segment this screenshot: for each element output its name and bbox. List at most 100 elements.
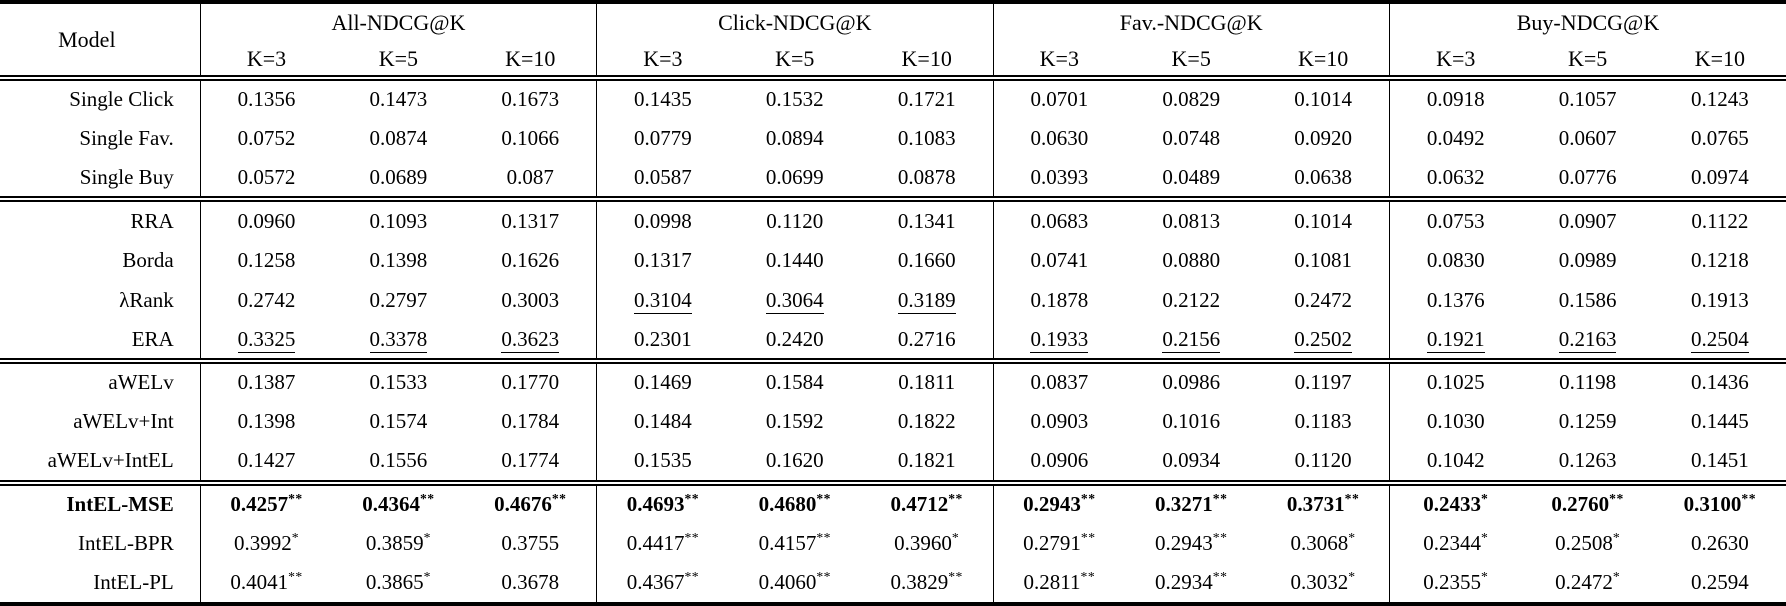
cell-value: 0.3859 <box>365 530 424 555</box>
cell-value: 0.4367 <box>626 570 685 595</box>
value-cell: 0.1317 <box>464 199 596 239</box>
value-cell: 0.1586 <box>1522 280 1654 320</box>
cell-value: 0.0752 <box>237 126 296 151</box>
cell-value: 0.0638 <box>1294 165 1352 190</box>
cell-value: 0.0779 <box>634 126 692 151</box>
value-cell: 0.2716 <box>861 321 993 361</box>
significance-stars: ** <box>1080 569 1096 585</box>
cell-value: 0.0878 <box>897 165 956 190</box>
significance-stars: ** <box>288 569 303 585</box>
value-cell: 0.3992* <box>199 523 333 564</box>
value-cell: 0.4693** <box>596 482 729 524</box>
cell-value: 0.1259 <box>1558 409 1617 434</box>
cell-value: 0.1626 <box>501 247 560 272</box>
value-cell: 0.0830 <box>1388 239 1522 281</box>
value-cell: 0.1387 <box>199 361 333 402</box>
cell-value: 0.4060 <box>758 570 817 595</box>
value-cell: 0.1183 <box>1257 402 1389 442</box>
table-row: IntEL-BPR 0.3992* 0.3859* 0.3755 0.4417** 0.4… <box>0 523 1786 564</box>
table-block: RRA 0.0960 0.1093 0.1317 0.0998 0.1120 0.1341 0… <box>0 199 1786 362</box>
significance-stars: ** <box>948 569 963 585</box>
value-cell: 0.0906 <box>992 442 1126 483</box>
value-cell: 0.1721 <box>861 78 993 118</box>
cell-value: 0.1093 <box>369 208 428 233</box>
k-column-header: K=10 <box>1694 45 1745 71</box>
cell-value: 0.3271 <box>1155 491 1213 516</box>
k-column-header: K=3 <box>992 42 1126 78</box>
value-cell: 0.1122 <box>1654 199 1786 239</box>
cell-value: 0.2502 <box>1294 326 1352 353</box>
cell-value: 0.1258 <box>237 247 296 272</box>
table-row: aWELv+IntEL 0.1427 0.1556 0.1774 0.1535 0.162… <box>0 442 1786 483</box>
cell-value: 0.0776 <box>1558 165 1617 190</box>
value-cell: 0.1016 <box>1125 402 1257 442</box>
value-cell: 0.1878 <box>992 280 1126 321</box>
cell-value: 0.2301 <box>634 326 692 351</box>
cell-value: 0.1821 <box>897 448 956 473</box>
cell-value: 0.1183 <box>1294 409 1352 434</box>
value-cell: 0.1913 <box>1654 280 1786 320</box>
model-label: RRA <box>130 208 174 233</box>
cell-value: 0.0986 <box>1162 370 1221 395</box>
value-cell: 0.3865* <box>332 564 464 604</box>
cell-value: 0.1660 <box>897 247 956 272</box>
cell-value: 0.1081 <box>1294 247 1352 272</box>
cell-value: 0.1532 <box>765 87 824 112</box>
value-cell: 0.1259 <box>1522 402 1654 442</box>
value-cell: 0.0607 <box>1522 118 1654 158</box>
value-cell: 0.2630 <box>1654 523 1786 563</box>
cell-value: 0.1774 <box>501 448 560 473</box>
cell-value: 0.0906 <box>1030 448 1089 473</box>
value-cell: 0.0492 <box>1388 118 1522 159</box>
table-row: ERA 0.3325 0.3378 0.3623 0.2301 0.2420 0.2716 0… <box>0 320 1786 362</box>
cell-value: 0.0998 <box>634 208 692 233</box>
value-cell: 0.1263 <box>1522 442 1654 482</box>
cell-value: 0.1784 <box>501 409 560 434</box>
cell-value: 0.1533 <box>369 370 428 395</box>
significance-stars: ** <box>1609 490 1624 506</box>
value-cell: 0.1093 <box>332 199 464 239</box>
table-row: IntEL-PL 0.4041** 0.3865* 0.3678 0.4367** 0.4… <box>0 563 1786 604</box>
cell-value: 0.0393 <box>1030 165 1089 190</box>
value-cell: 0.0393 <box>992 158 1126 200</box>
cell-value: 0.1473 <box>369 87 428 112</box>
cell-value: 0.0689 <box>369 165 428 190</box>
cell-value: 0.3829 <box>890 570 949 595</box>
cell-value: 0.1025 <box>1426 370 1485 395</box>
cell-value: 0.4676 <box>494 491 552 516</box>
value-cell: 0.0894 <box>729 118 861 158</box>
value-cell: 0.1821 <box>861 442 993 482</box>
value-cell: 0.1341 <box>861 199 993 239</box>
cell-value: 0.0765 <box>1690 126 1749 151</box>
cell-value: 0.2344 <box>1423 530 1481 555</box>
cell-value: 0.1770 <box>501 370 560 395</box>
value-cell: 0.3755 <box>464 523 596 563</box>
cell-value: 0.2594 <box>1690 570 1749 595</box>
table-row: λRank 0.2742 0.2797 0.3003 0.3104 0.3064 0.318… <box>0 280 1786 321</box>
model-label: Single Fav. <box>79 126 174 151</box>
cell-value: 0.0587 <box>634 165 692 190</box>
value-cell: 0.3104 <box>596 280 729 321</box>
value-cell: 0.1066 <box>464 118 596 158</box>
value-cell: 0.0753 <box>1388 199 1522 240</box>
cell-value: 0.0974 <box>1690 165 1749 190</box>
cell-value: 0.0748 <box>1162 126 1221 151</box>
value-cell: 0.1198 <box>1522 361 1654 401</box>
cell-value: 0.3032 <box>1290 570 1349 595</box>
value-cell: 0.1042 <box>1388 442 1522 483</box>
table-row: Single Buy 0.0572 0.0689 0.087 0.0587 0.0699 0… <box>0 158 1786 200</box>
cell-value: 0.3378 <box>369 326 428 353</box>
cell-value: 0.2934 <box>1155 570 1213 595</box>
value-cell: 0.2433* <box>1388 482 1522 524</box>
cell-value: 0.0489 <box>1162 165 1221 190</box>
cell-value: 0.1030 <box>1426 409 1485 434</box>
cell-value: 0.1317 <box>501 208 560 233</box>
cell-value: 0.2156 <box>1162 326 1221 353</box>
cell-value: 0.4693 <box>626 491 685 516</box>
cell-value: 0.1083 <box>897 126 956 151</box>
cell-value: 0.1592 <box>765 409 824 434</box>
cell-value: 0.4712 <box>890 491 949 516</box>
value-cell: 0.4367** <box>596 563 729 604</box>
value-cell: 0.2156 <box>1125 321 1257 361</box>
cell-value: 0.3064 <box>765 288 824 314</box>
